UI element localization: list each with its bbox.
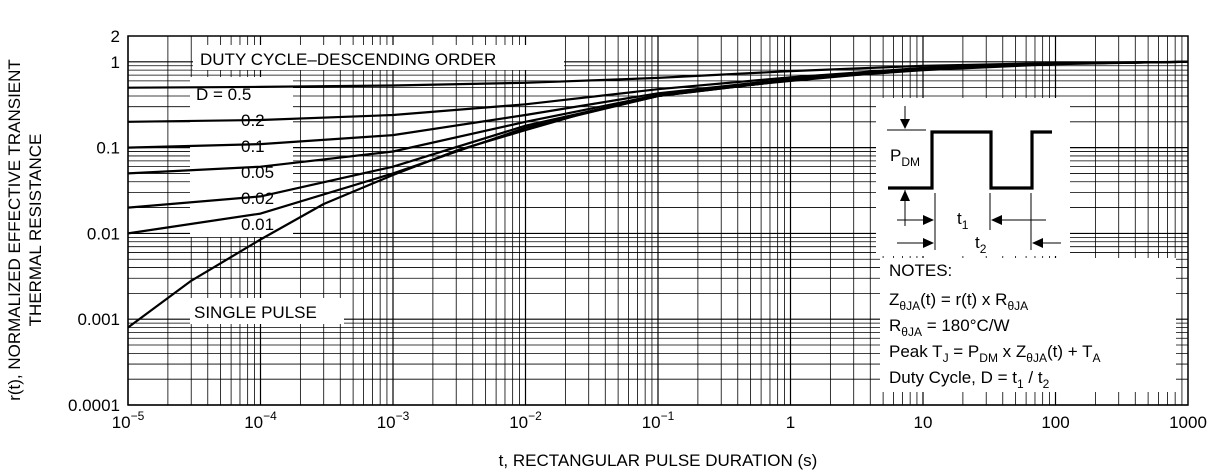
notes-line-peak: Peak TJ = PDM x ZθJA(t) + TA bbox=[889, 342, 1101, 365]
x-tick-label-2: 10−3 bbox=[377, 409, 410, 432]
x-tick-label-7: 100 bbox=[1041, 413, 1069, 432]
t2-left-arrow-head bbox=[923, 238, 934, 248]
y-tick-labels: 2 1 0.1 0.01 0.001 0.0001 bbox=[68, 27, 120, 415]
legend-labels: D = 0.5 0.2 0.1 0.05 0.02 0.01 bbox=[196, 85, 274, 234]
x-tick-label-0: 10−5 bbox=[112, 409, 145, 432]
single-pulse-background bbox=[190, 298, 344, 324]
single-pulse-label: SINGLE PULSE bbox=[194, 303, 317, 322]
legend-label-d05: D = 0.5 bbox=[196, 85, 251, 104]
pdm-arrow-top-head bbox=[900, 119, 910, 129]
y-axis-label-group-2: THERMAL RESISTANCE bbox=[26, 134, 45, 327]
x-tick-label-3: 10−2 bbox=[509, 409, 542, 432]
legend: DUTY CYCLE–DESCENDING ORDER bbox=[190, 45, 564, 237]
series-line-7 bbox=[127, 60, 1189, 329]
notes-block: NOTES: ZθJA(t) = r(t) x RθJA RθJA = 180°… bbox=[889, 261, 1101, 391]
single-pulse-annotation: SINGLE PULSE bbox=[190, 298, 344, 324]
notes-title: NOTES: bbox=[889, 261, 952, 280]
y-tick-label-4: 0.001 bbox=[77, 310, 120, 329]
notes-line-resistance: RθJA = 180°C/W bbox=[889, 316, 1010, 339]
plot-border bbox=[127, 35, 1189, 406]
pdm-label: PDM bbox=[890, 146, 920, 169]
t2-label: t2 bbox=[975, 233, 987, 256]
x-tick-label-5: 1 bbox=[786, 413, 795, 432]
pdm-arrow-bottom-head bbox=[900, 190, 910, 201]
y-tick-label-0: 2 bbox=[111, 27, 120, 46]
legend-title-background bbox=[193, 45, 564, 70]
y-tick-label-1: 1 bbox=[111, 53, 120, 72]
x-tick-label-4: 10−1 bbox=[642, 409, 675, 432]
legend-label-d002: 0.02 bbox=[241, 189, 274, 208]
y-tick-label-3: 0.01 bbox=[87, 224, 120, 243]
waveform-background bbox=[876, 98, 1070, 256]
notes-background bbox=[880, 258, 1176, 392]
t1-left-arrow-head bbox=[923, 215, 934, 225]
x-tick-label-8: 1000 bbox=[1169, 413, 1207, 432]
legend-title: DUTY CYCLE–DESCENDING ORDER bbox=[200, 50, 496, 69]
y-tick-label-2: 0.1 bbox=[96, 139, 120, 158]
series-lines bbox=[127, 60, 1189, 329]
x-tick-label-6: 10 bbox=[914, 413, 933, 432]
legend-labels-background bbox=[190, 77, 293, 237]
pulse-waveform-line bbox=[888, 130, 1052, 190]
x-axis-label: t, RECTANGULAR PULSE DURATION (s) bbox=[499, 451, 818, 470]
x-tick-labels: 10−5 10−4 10−3 10−2 10−1 1 10 100 1000 bbox=[112, 409, 1207, 432]
legend-label-d01: 0.1 bbox=[241, 137, 265, 156]
legend-label-d02: 0.2 bbox=[241, 111, 265, 130]
y-axis-label-line1: r(t), NORMALIZED EFFECTIVE TRANSIENT bbox=[5, 59, 24, 401]
t2-right-arrow-head bbox=[1032, 238, 1043, 248]
t1-label: t1 bbox=[957, 209, 969, 232]
pulse-waveform-diagram: PDM t1 t2 bbox=[876, 98, 1176, 392]
y-axis-label-line2: THERMAL RESISTANCE bbox=[26, 134, 45, 327]
y-axis-label-group: r(t), NORMALIZED EFFECTIVE TRANSIENT bbox=[5, 59, 24, 401]
legend-label-d005: 0.05 bbox=[241, 163, 274, 182]
t1-right-arrow-head bbox=[991, 215, 1002, 225]
legend-label-d001: 0.01 bbox=[241, 215, 274, 234]
notes-line-impedance: ZθJA(t) = r(t) x RθJA bbox=[889, 290, 1028, 313]
y-tick-label-5: 0.0001 bbox=[68, 396, 120, 415]
plot-frame bbox=[127, 35, 1189, 406]
x-tick-label-1: 10−4 bbox=[244, 409, 277, 432]
notes-line-duty-cycle: Duty Cycle, D = t1 / t2 bbox=[889, 368, 1050, 391]
